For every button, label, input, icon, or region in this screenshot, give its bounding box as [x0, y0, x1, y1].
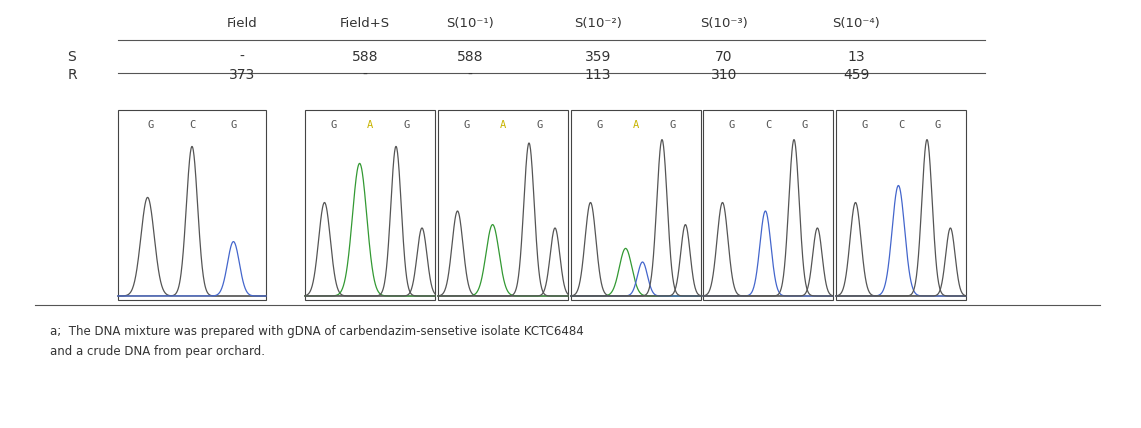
Text: C: C: [764, 120, 771, 130]
Text: G: G: [463, 120, 470, 130]
Text: G: G: [403, 120, 410, 130]
Text: G: G: [230, 120, 236, 130]
Text: a;  The DNA mixture was prepared with gDNA of carbendazim-sensetive isolate KCTC: a; The DNA mixture was prepared with gDN…: [50, 325, 584, 338]
Text: S(10⁻⁴): S(10⁻⁴): [832, 17, 880, 30]
Text: R: R: [67, 68, 76, 82]
Text: Field+S: Field+S: [340, 17, 390, 30]
Text: and a crude DNA from pear orchard.: and a crude DNA from pear orchard.: [50, 345, 265, 358]
Text: 588: 588: [351, 50, 379, 64]
Bar: [703, 110, 833, 300]
Text: G: G: [670, 120, 675, 130]
Text: -: -: [468, 68, 472, 82]
Text: G: G: [597, 120, 602, 130]
Text: C: C: [189, 120, 195, 130]
Text: G: G: [331, 120, 337, 130]
Text: G: G: [728, 120, 735, 130]
Text: -: -: [363, 68, 367, 82]
Text: C: C: [898, 120, 904, 130]
Text: 459: 459: [843, 68, 869, 82]
Bar: [118, 110, 266, 300]
Text: A: A: [367, 120, 373, 130]
Text: G: G: [861, 120, 867, 130]
Text: A: A: [633, 120, 639, 130]
Text: S(10⁻³): S(10⁻³): [701, 17, 747, 30]
Text: 70: 70: [715, 50, 733, 64]
Text: S: S: [67, 50, 76, 64]
Bar: [836, 110, 966, 300]
Text: Field: Field: [227, 17, 258, 30]
Text: 13: 13: [847, 50, 865, 64]
Text: 113: 113: [584, 68, 612, 82]
Text: G: G: [536, 120, 542, 130]
Text: G: G: [934, 120, 940, 130]
Text: G: G: [147, 120, 154, 130]
Bar: [438, 110, 568, 300]
Text: 588: 588: [456, 50, 484, 64]
Text: S(10⁻¹): S(10⁻¹): [446, 17, 494, 30]
Text: G: G: [801, 120, 808, 130]
Text: -: -: [240, 50, 244, 64]
Bar: [305, 110, 435, 300]
Text: A: A: [500, 120, 507, 130]
Text: 373: 373: [229, 68, 256, 82]
Text: 359: 359: [585, 50, 612, 64]
Text: S(10⁻²): S(10⁻²): [574, 17, 622, 30]
Text: 310: 310: [711, 68, 737, 82]
Bar: [570, 110, 701, 300]
